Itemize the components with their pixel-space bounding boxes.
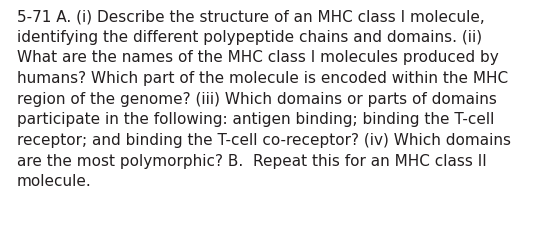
Text: 5-71 A. (i) Describe the structure of an MHC class I molecule,
identifying the d: 5-71 A. (i) Describe the structure of an…: [17, 9, 511, 188]
